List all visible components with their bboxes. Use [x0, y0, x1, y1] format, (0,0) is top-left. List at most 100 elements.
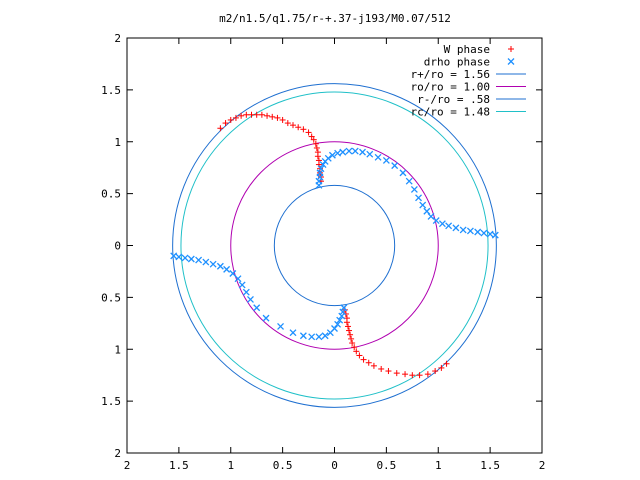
- drho-phase-point-b: [308, 333, 316, 341]
- y-tick-label: 1.5: [101, 84, 121, 97]
- w-phase-point: [312, 140, 319, 147]
- w-phase-point: [253, 111, 260, 118]
- drho-phase-point: [328, 151, 336, 159]
- drho-phase-point-b: [339, 148, 347, 156]
- legend-label: drho phase: [424, 56, 490, 69]
- w-phase-point: [264, 112, 271, 119]
- drho-phase-point: [351, 147, 359, 155]
- w-phase-point: [279, 116, 286, 123]
- drho-phase-point: [181, 254, 189, 262]
- drho-phase-point-b: [374, 153, 382, 161]
- drho-phase-point: [308, 333, 316, 341]
- drho-phase-point: [486, 230, 494, 238]
- legend-label: r-/ro = .58: [417, 93, 490, 106]
- drho-phase-point: [277, 322, 285, 330]
- drho-phase-point: [334, 149, 342, 157]
- drho-phase-point: [289, 329, 297, 337]
- w-phase-point: [356, 352, 363, 359]
- drho-phase-point-b: [315, 333, 323, 341]
- drho-phase-point: [415, 194, 422, 202]
- drho-phase-point-b: [359, 148, 366, 156]
- w-phase-point: [378, 365, 385, 372]
- drho-phase-point-b: [216, 262, 224, 270]
- drho-phase-point-b: [340, 304, 348, 312]
- w-phase-point: [353, 348, 360, 355]
- drho-phase-point: [438, 220, 446, 228]
- drho-phase-point: [253, 304, 261, 312]
- drho-phase-point: [345, 147, 353, 155]
- drho-phase-point-b: [181, 254, 189, 262]
- w-phase-point: [238, 112, 245, 119]
- w-phase-point: [313, 144, 320, 151]
- drho-phase-point-b: [324, 154, 332, 162]
- w-phase-point: [232, 114, 239, 121]
- w-phase-point: [290, 122, 296, 129]
- w-phase-point: [222, 120, 229, 127]
- w-phase-point: [424, 371, 431, 378]
- drho-phase-point-b: [405, 177, 413, 185]
- circles: [172, 83, 497, 408]
- w-phase-point: [443, 360, 450, 367]
- w-phase-point: [432, 368, 439, 375]
- drho-phase-point: [195, 256, 203, 264]
- drho-phase-point-b: [334, 149, 342, 157]
- drho-phase-point-b: [247, 295, 254, 303]
- circle-r-: [273, 184, 396, 307]
- drho-phase-point-b: [452, 224, 460, 232]
- w-phase-point: [370, 362, 377, 369]
- drho-phase-point-b: [486, 230, 494, 238]
- legend-marker-b: [507, 58, 515, 65]
- drho-phase-point: [452, 224, 460, 232]
- w-phase-point: [269, 113, 276, 120]
- w-phase-point: [416, 372, 423, 379]
- drho-phase-point: [366, 150, 374, 158]
- drho-phase-point: [315, 333, 323, 341]
- drho-phase-point-b: [315, 177, 323, 185]
- drho-phase-point: [324, 154, 332, 162]
- y-axis-ticks: 2 1.5 1 0.5 0 0.5 1 1.5 2: [101, 32, 542, 460]
- drho-phase-point: [382, 156, 390, 164]
- legend-marker: [507, 58, 515, 65]
- w-phase-point: [409, 372, 416, 379]
- drho-phase-point: [399, 169, 407, 177]
- drho-phase-point-b: [432, 217, 440, 225]
- drho-phase-point-b: [339, 308, 347, 316]
- drho-phase-point-b: [195, 256, 203, 264]
- drho-phase-point: [466, 227, 474, 235]
- drho-phase-point-b: [170, 252, 178, 260]
- drho-phase-point: [170, 252, 178, 260]
- drho-phase-point: [391, 162, 399, 170]
- w-phase-point: [385, 368, 392, 375]
- drho-phase-point-b: [351, 147, 359, 155]
- drho-phase-point-b: [423, 207, 431, 215]
- drho-phase-point-b: [299, 332, 307, 340]
- w-phase-point: [365, 359, 372, 366]
- x-tick-label: 0: [331, 459, 338, 472]
- drho-phase-point: [410, 186, 418, 193]
- x-tick-label: 1: [227, 459, 234, 472]
- drho-phase-point-b: [399, 169, 407, 177]
- drho-phase-point-b: [338, 312, 346, 320]
- drho-phase-point: [480, 229, 488, 237]
- drho-phase-point: [202, 258, 210, 266]
- drho-phase-point: [334, 320, 342, 328]
- y-tick-label: 1.5: [101, 395, 121, 408]
- w-phase-point: [402, 371, 409, 378]
- drho-phase-point-b: [277, 322, 285, 330]
- x-tick-label: 1.5: [480, 459, 500, 472]
- drho-phase-point-b: [289, 329, 297, 337]
- drho-phase-point: [234, 275, 242, 283]
- drho-phase-point: [459, 226, 467, 234]
- drho-phase-point: [238, 281, 246, 289]
- legend-label: W phase: [444, 43, 490, 56]
- drho-phase-point: [405, 177, 413, 185]
- legend-label: r+/ro = 1.56: [411, 68, 490, 81]
- x-tick-label: 2: [124, 459, 131, 472]
- w-phase-point: [346, 327, 353, 334]
- drho-phase-point: [223, 265, 231, 273]
- w-phase-point: [300, 126, 307, 133]
- data-points: [170, 111, 499, 379]
- drho-phase-point: [187, 255, 195, 263]
- drho-phase-point-b: [331, 325, 338, 332]
- y-tick-label: 2: [114, 447, 121, 460]
